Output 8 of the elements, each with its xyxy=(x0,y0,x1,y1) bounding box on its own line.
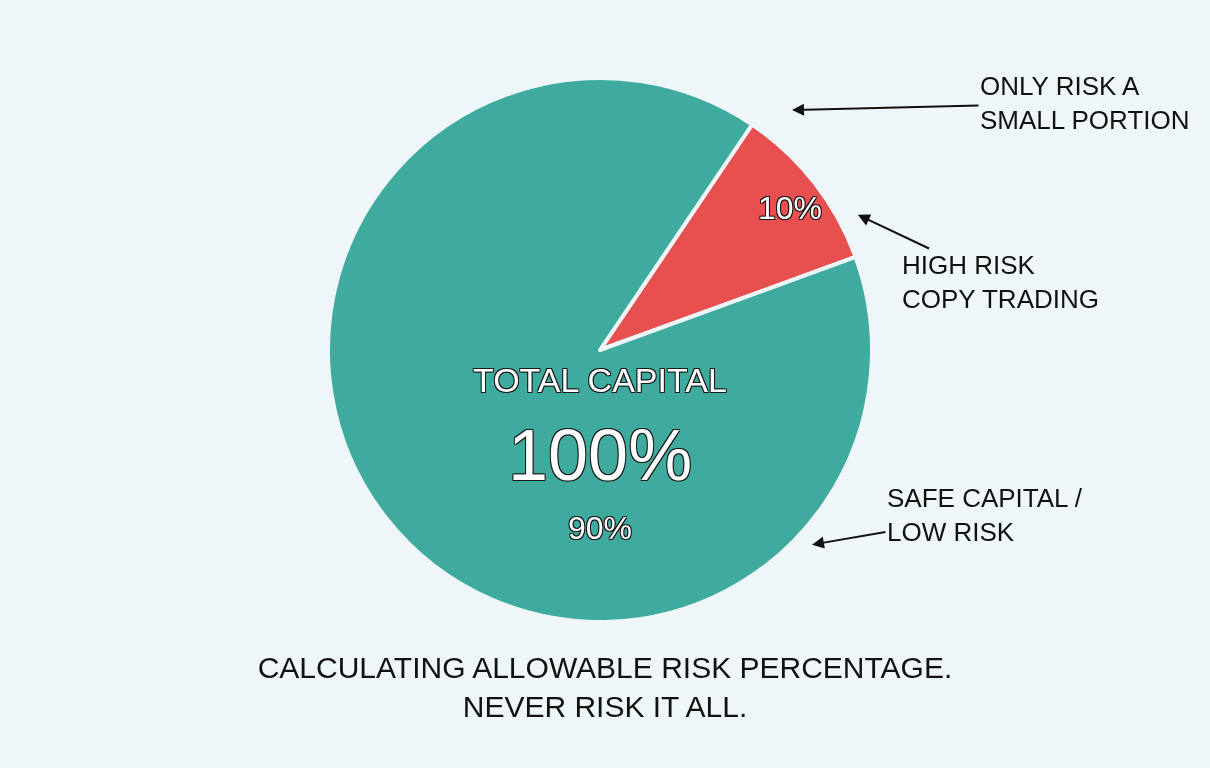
data-label: 90% xyxy=(568,510,633,546)
slice-label: SAFE CAPITAL / LOW RISK xyxy=(887,483,1083,547)
text: TOTAL CAPITAL xyxy=(473,361,727,399)
text: ONLY RISK A SMALL PORTION xyxy=(980,71,1190,135)
text: CALCULATING ALLOWABLE RISK PERCENTAGE. NEVER RISK IT ALL. xyxy=(257,651,953,723)
text: 100% xyxy=(508,415,693,495)
slice-label: HIGH RISK COPY TRADING xyxy=(902,250,1099,314)
data-label: 10% xyxy=(758,190,823,226)
